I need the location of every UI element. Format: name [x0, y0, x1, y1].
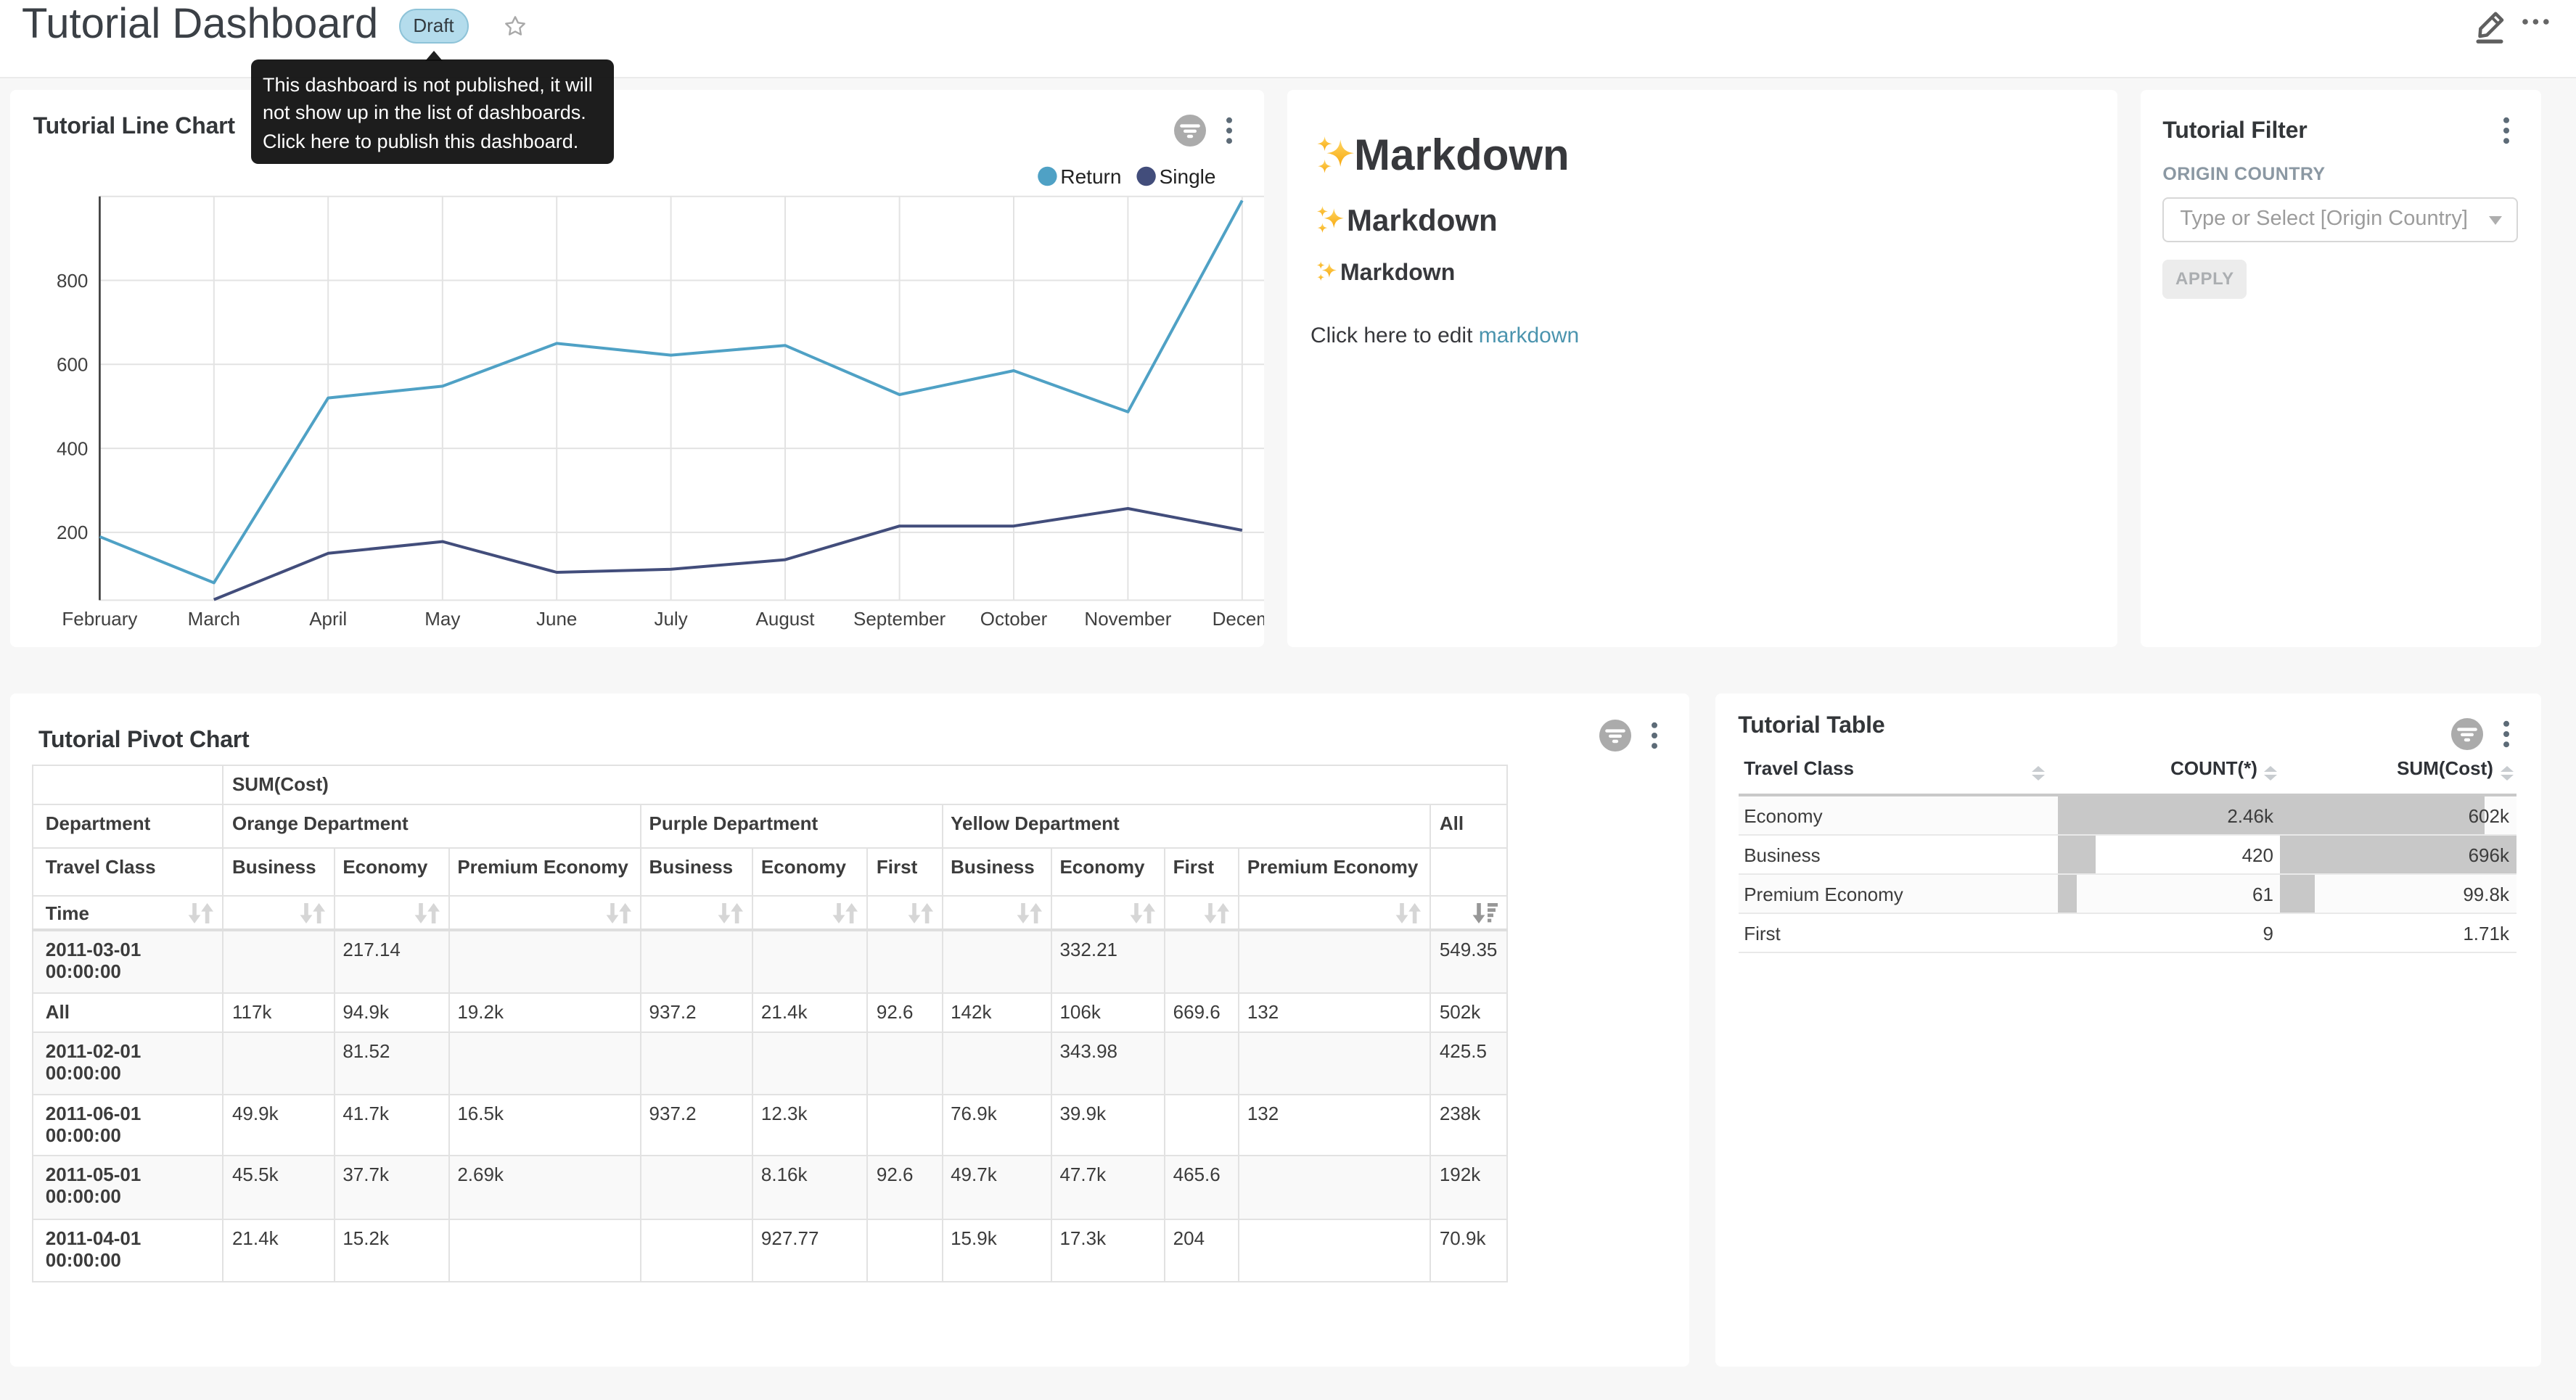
svg-text:September: September	[853, 608, 946, 630]
svg-text:200: 200	[57, 522, 88, 543]
svg-text:July: July	[654, 608, 687, 630]
svg-text:June: June	[536, 608, 577, 630]
svg-text:400: 400	[57, 437, 88, 459]
svg-text:November: November	[1084, 608, 1171, 630]
svg-text:Return: Return	[1060, 165, 1121, 188]
svg-text:October: October	[980, 608, 1047, 630]
svg-text:600: 600	[57, 353, 88, 375]
svg-text:August: August	[755, 608, 815, 630]
svg-text:Decem: Decem	[1212, 608, 1263, 630]
svg-text:May: May	[424, 608, 460, 630]
svg-text:April: April	[309, 608, 347, 630]
svg-text:Single: Single	[1159, 165, 1215, 188]
svg-text:February: February	[62, 608, 137, 630]
svg-text:March: March	[187, 608, 239, 630]
svg-text:800: 800	[57, 269, 88, 291]
